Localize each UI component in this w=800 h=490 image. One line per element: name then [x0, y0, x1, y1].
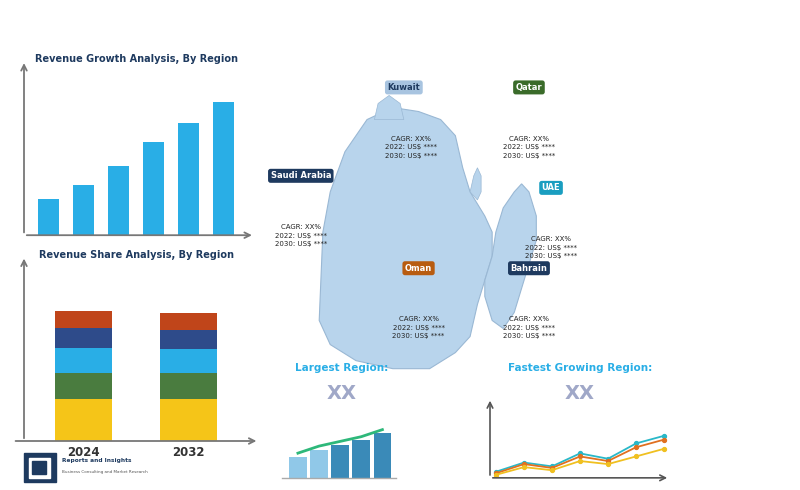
Bar: [353, 440, 370, 478]
Bar: [55, 311, 112, 328]
Bar: [160, 313, 217, 329]
Bar: [108, 166, 129, 235]
Text: Saudi Arabia: Saudi Arabia: [270, 172, 331, 180]
Title: Revenue Growth Analysis, By Region: Revenue Growth Analysis, By Region: [34, 54, 238, 64]
Polygon shape: [485, 184, 536, 328]
Bar: [160, 349, 217, 373]
Bar: [55, 373, 112, 399]
Polygon shape: [470, 168, 481, 200]
Title: Revenue Share Analysis, By Region: Revenue Share Analysis, By Region: [38, 250, 234, 260]
Bar: [55, 399, 112, 441]
Bar: [73, 185, 94, 235]
Bar: [160, 373, 217, 399]
Text: Fastest Growing Region:: Fastest Growing Region:: [508, 363, 652, 372]
Bar: [331, 445, 349, 478]
Text: CAGR: XX%
2022: US$ ****
2030: US$ ****: CAGR: XX% 2022: US$ **** 2030: US$ ****: [393, 317, 445, 340]
Text: Kuwait: Kuwait: [387, 83, 420, 92]
Text: CAGR: XX%
2022: US$ ****
2030: US$ ****: CAGR: XX% 2022: US$ **** 2030: US$ ****: [274, 224, 327, 247]
Text: CAGR: XX%
2022: US$ ****
2030: US$ ****: CAGR: XX% 2022: US$ **** 2030: US$ ****: [385, 136, 438, 159]
Bar: [374, 433, 391, 478]
Text: Reports and Insights: Reports and Insights: [62, 458, 132, 464]
Bar: [160, 399, 217, 441]
Text: Business Consulting and Market Research: Business Consulting and Market Research: [62, 470, 148, 474]
Bar: [38, 199, 59, 235]
Bar: [178, 123, 199, 235]
Text: Qatar: Qatar: [516, 83, 542, 92]
Text: UAE: UAE: [542, 183, 560, 193]
Bar: [310, 450, 328, 478]
Bar: [213, 102, 234, 235]
Text: GCC UHT MILK MARKET ANALYSIS REGIONAL LEVEL ANALYSIS: GCC UHT MILK MARKET ANALYSIS REGIONAL LE…: [10, 19, 583, 37]
Polygon shape: [374, 96, 404, 120]
Text: XX: XX: [565, 384, 595, 403]
Bar: [289, 457, 306, 478]
Text: CAGR: XX%
2022: US$ ****
2030: US$ ****: CAGR: XX% 2022: US$ **** 2030: US$ ****: [503, 317, 555, 340]
Polygon shape: [319, 107, 492, 368]
Bar: [55, 348, 112, 373]
Text: Oman: Oman: [405, 264, 432, 273]
Bar: [55, 328, 112, 348]
Text: CAGR: XX%
2022: US$ ****
2030: US$ ****: CAGR: XX% 2022: US$ **** 2030: US$ ****: [525, 236, 577, 259]
Text: CAGR: XX%
2022: US$ ****
2030: US$ ****: CAGR: XX% 2022: US$ **** 2030: US$ ****: [503, 136, 555, 159]
Bar: [160, 329, 217, 349]
Bar: [24, 453, 56, 482]
Bar: [143, 143, 164, 235]
Bar: [32, 461, 46, 474]
Text: XX: XX: [327, 384, 357, 403]
Bar: [29, 458, 50, 478]
Text: Largest Region:: Largest Region:: [295, 363, 389, 372]
Text: Bahrain: Bahrain: [510, 264, 547, 273]
